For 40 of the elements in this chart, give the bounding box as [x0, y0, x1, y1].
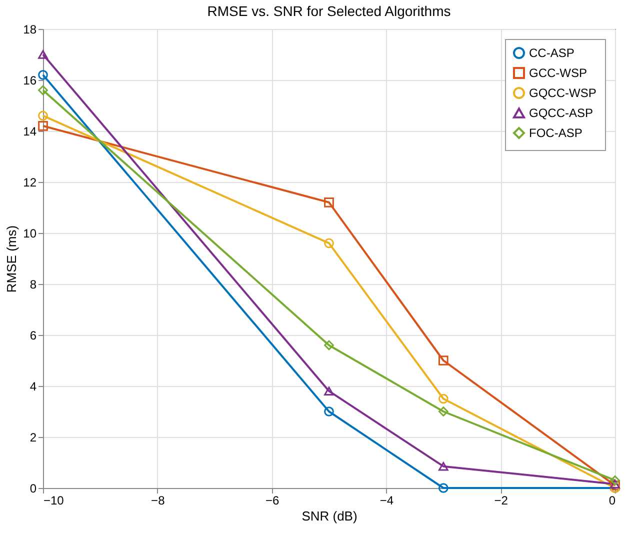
legend-label: CC-ASP [529, 46, 574, 60]
x-tick-label: −8 [151, 494, 166, 508]
point [610, 475, 620, 486]
x-tick-label: −6 [265, 494, 280, 508]
point [324, 238, 334, 248]
y-tick-label: 4 [30, 380, 37, 394]
y-axis-title: RMSE (ms) [4, 225, 20, 293]
point [438, 394, 448, 404]
y-tick-label: 8 [30, 278, 37, 292]
x-tick-label: −2 [494, 494, 508, 508]
legend-label: GCC-WSP [529, 66, 587, 80]
point [438, 406, 448, 416]
point [324, 406, 334, 416]
legend-label: GQCC-WSP [529, 86, 596, 100]
y-tick-label: 6 [30, 328, 37, 342]
y-tick-label: 14 [23, 124, 37, 138]
x-tick-label: 0 [608, 494, 616, 508]
point [324, 197, 334, 208]
x-axis-title: SNR (dB) [302, 508, 358, 524]
point [324, 386, 334, 396]
legend-label: FOC-ASP [529, 126, 582, 140]
x-tick-label: −4 [380, 494, 394, 508]
point [324, 340, 334, 350]
y-tick-label: 12 [23, 176, 37, 190]
point [438, 483, 448, 493]
y-tick-label: 0 [30, 482, 37, 496]
x-tick-label: −10 [44, 494, 64, 508]
y-tick-label: 10 [23, 226, 37, 240]
point [438, 462, 448, 471]
y-tick-label: 16 [23, 74, 37, 88]
point [38, 50, 48, 59]
legend-label: GQCC-ASP [529, 106, 594, 120]
point [38, 85, 48, 96]
chart-title: RMSE vs. SNR for Selected Algorithms [207, 3, 451, 19]
point [38, 120, 48, 131]
y-tick-label: 18 [23, 22, 37, 36]
point [438, 356, 448, 366]
point [38, 70, 48, 80]
point [38, 110, 48, 121]
y-tick-label: 2 [30, 430, 37, 444]
